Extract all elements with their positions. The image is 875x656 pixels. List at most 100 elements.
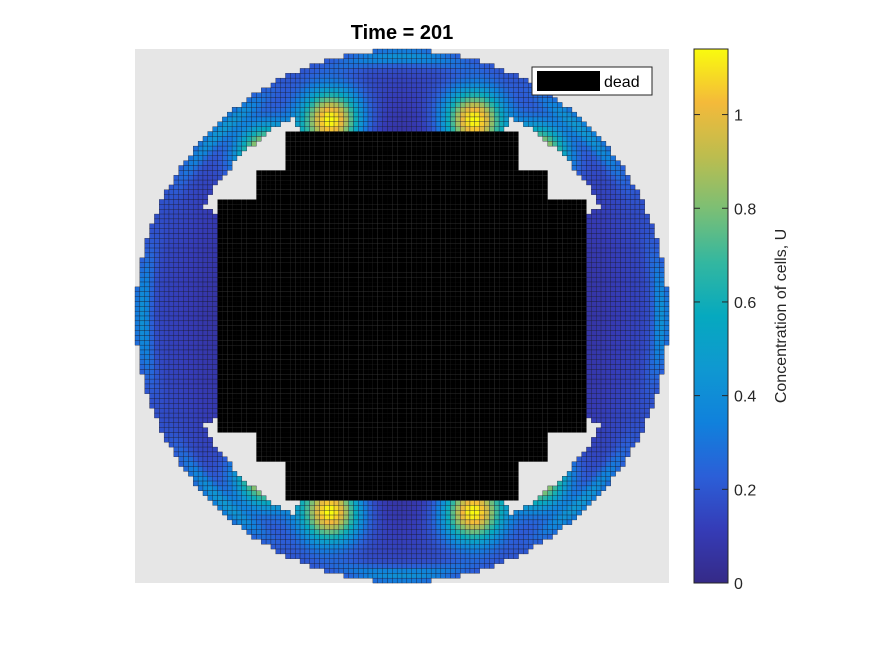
heatmap-cell <box>202 330 209 336</box>
dead-cell <box>334 218 339 224</box>
dead-cell <box>562 248 568 253</box>
heatmap-cell <box>494 77 500 84</box>
heatmap-cell <box>610 286 616 292</box>
dead-cell <box>435 243 441 249</box>
dead-cell <box>266 262 271 268</box>
heatmap-cell <box>435 97 442 103</box>
dead-cell <box>338 180 344 185</box>
dead-cell <box>387 194 393 200</box>
dead-cell <box>236 306 242 312</box>
heatmap-cell <box>503 97 510 103</box>
dead-cell <box>338 335 344 341</box>
heatmap-cell <box>644 223 650 229</box>
heatmap-cell <box>362 73 369 79</box>
dead-cell <box>489 228 495 234</box>
heatmap-cell <box>202 194 209 200</box>
heatmap-cell <box>498 116 505 123</box>
dead-cell <box>431 199 437 205</box>
heatmap-cell <box>202 301 209 307</box>
heatmap-cell <box>217 126 223 132</box>
dead-cell <box>460 170 466 176</box>
heatmap-cell <box>168 281 175 288</box>
dead-cell <box>314 325 320 331</box>
dead-cell <box>314 243 320 249</box>
dead-cell <box>368 150 373 156</box>
dead-cell <box>567 243 572 249</box>
dead-cell <box>300 233 305 239</box>
dead-cell <box>314 170 320 176</box>
heatmap-cell <box>304 87 310 93</box>
dead-cell <box>571 325 577 331</box>
heatmap-cell <box>396 53 403 59</box>
heatmap-cell <box>450 97 456 103</box>
heatmap-cell <box>596 189 602 195</box>
heatmap-cell <box>460 116 466 123</box>
heatmap-cell <box>591 145 597 152</box>
dead-cell <box>431 277 437 283</box>
dead-cell <box>435 160 441 166</box>
dead-cell <box>450 150 456 156</box>
dead-cell <box>275 228 281 234</box>
dead-cell <box>256 320 262 326</box>
heatmap-cell <box>144 243 150 249</box>
heatmap-cell <box>304 107 310 113</box>
dead-cell <box>295 146 301 151</box>
dead-cell <box>499 223 504 229</box>
heatmap-cell <box>605 301 611 307</box>
dead-cell <box>241 286 247 292</box>
dead-cell <box>537 228 543 234</box>
heatmap-cell <box>659 281 665 288</box>
dead-cell <box>537 223 543 229</box>
dead-cell <box>499 257 504 263</box>
heatmap-cell <box>324 68 330 74</box>
heatmap-cell <box>440 97 446 103</box>
dead-cell <box>295 286 301 292</box>
dead-cell <box>431 311 437 317</box>
heatmap-cell <box>183 218 189 224</box>
heatmap-cell <box>207 179 213 186</box>
dead-cell <box>469 180 475 185</box>
dead-cell <box>266 320 271 326</box>
dead-cell <box>547 204 553 210</box>
dead-cell <box>246 209 252 215</box>
heatmap-cell <box>605 150 611 157</box>
dead-cell <box>300 238 305 244</box>
heatmap-cell <box>416 126 422 132</box>
dead-cell <box>513 286 519 292</box>
heatmap-cell <box>329 116 335 123</box>
dead-cell <box>465 189 471 195</box>
heatmap-cell <box>377 121 383 127</box>
heatmap-cell <box>202 218 209 224</box>
heatmap-cell <box>615 306 621 312</box>
dead-cell <box>402 155 407 161</box>
dead-cell <box>416 272 422 278</box>
dead-cell <box>353 238 359 244</box>
dead-cell <box>494 131 500 137</box>
dead-cell <box>241 335 247 341</box>
dead-cell <box>523 189 529 195</box>
heatmap-cell <box>377 92 383 98</box>
dead-cell <box>567 306 572 312</box>
dead-cell <box>508 170 514 176</box>
heatmap-cell <box>270 97 277 103</box>
heatmap-cell <box>265 116 272 123</box>
heatmap-cell <box>620 184 626 191</box>
heatmap-cell <box>596 228 602 234</box>
heatmap-cell <box>207 276 213 283</box>
heatmap-cell <box>586 252 592 258</box>
dead-cell <box>440 170 446 176</box>
dead-cell <box>533 233 538 239</box>
heatmap-cell <box>586 223 592 229</box>
dead-cell <box>343 277 349 283</box>
heatmap-cell <box>324 77 330 84</box>
heatmap-cell <box>591 325 597 331</box>
heatmap-cell <box>134 325 141 331</box>
dead-cell <box>377 306 383 312</box>
heatmap-cell <box>183 286 189 292</box>
dead-cell <box>363 175 369 181</box>
heatmap-cell <box>183 228 189 234</box>
heatmap-cell <box>178 184 184 191</box>
heatmap-cell <box>183 320 189 326</box>
dead-cell <box>537 296 543 302</box>
dead-cell <box>508 296 514 302</box>
